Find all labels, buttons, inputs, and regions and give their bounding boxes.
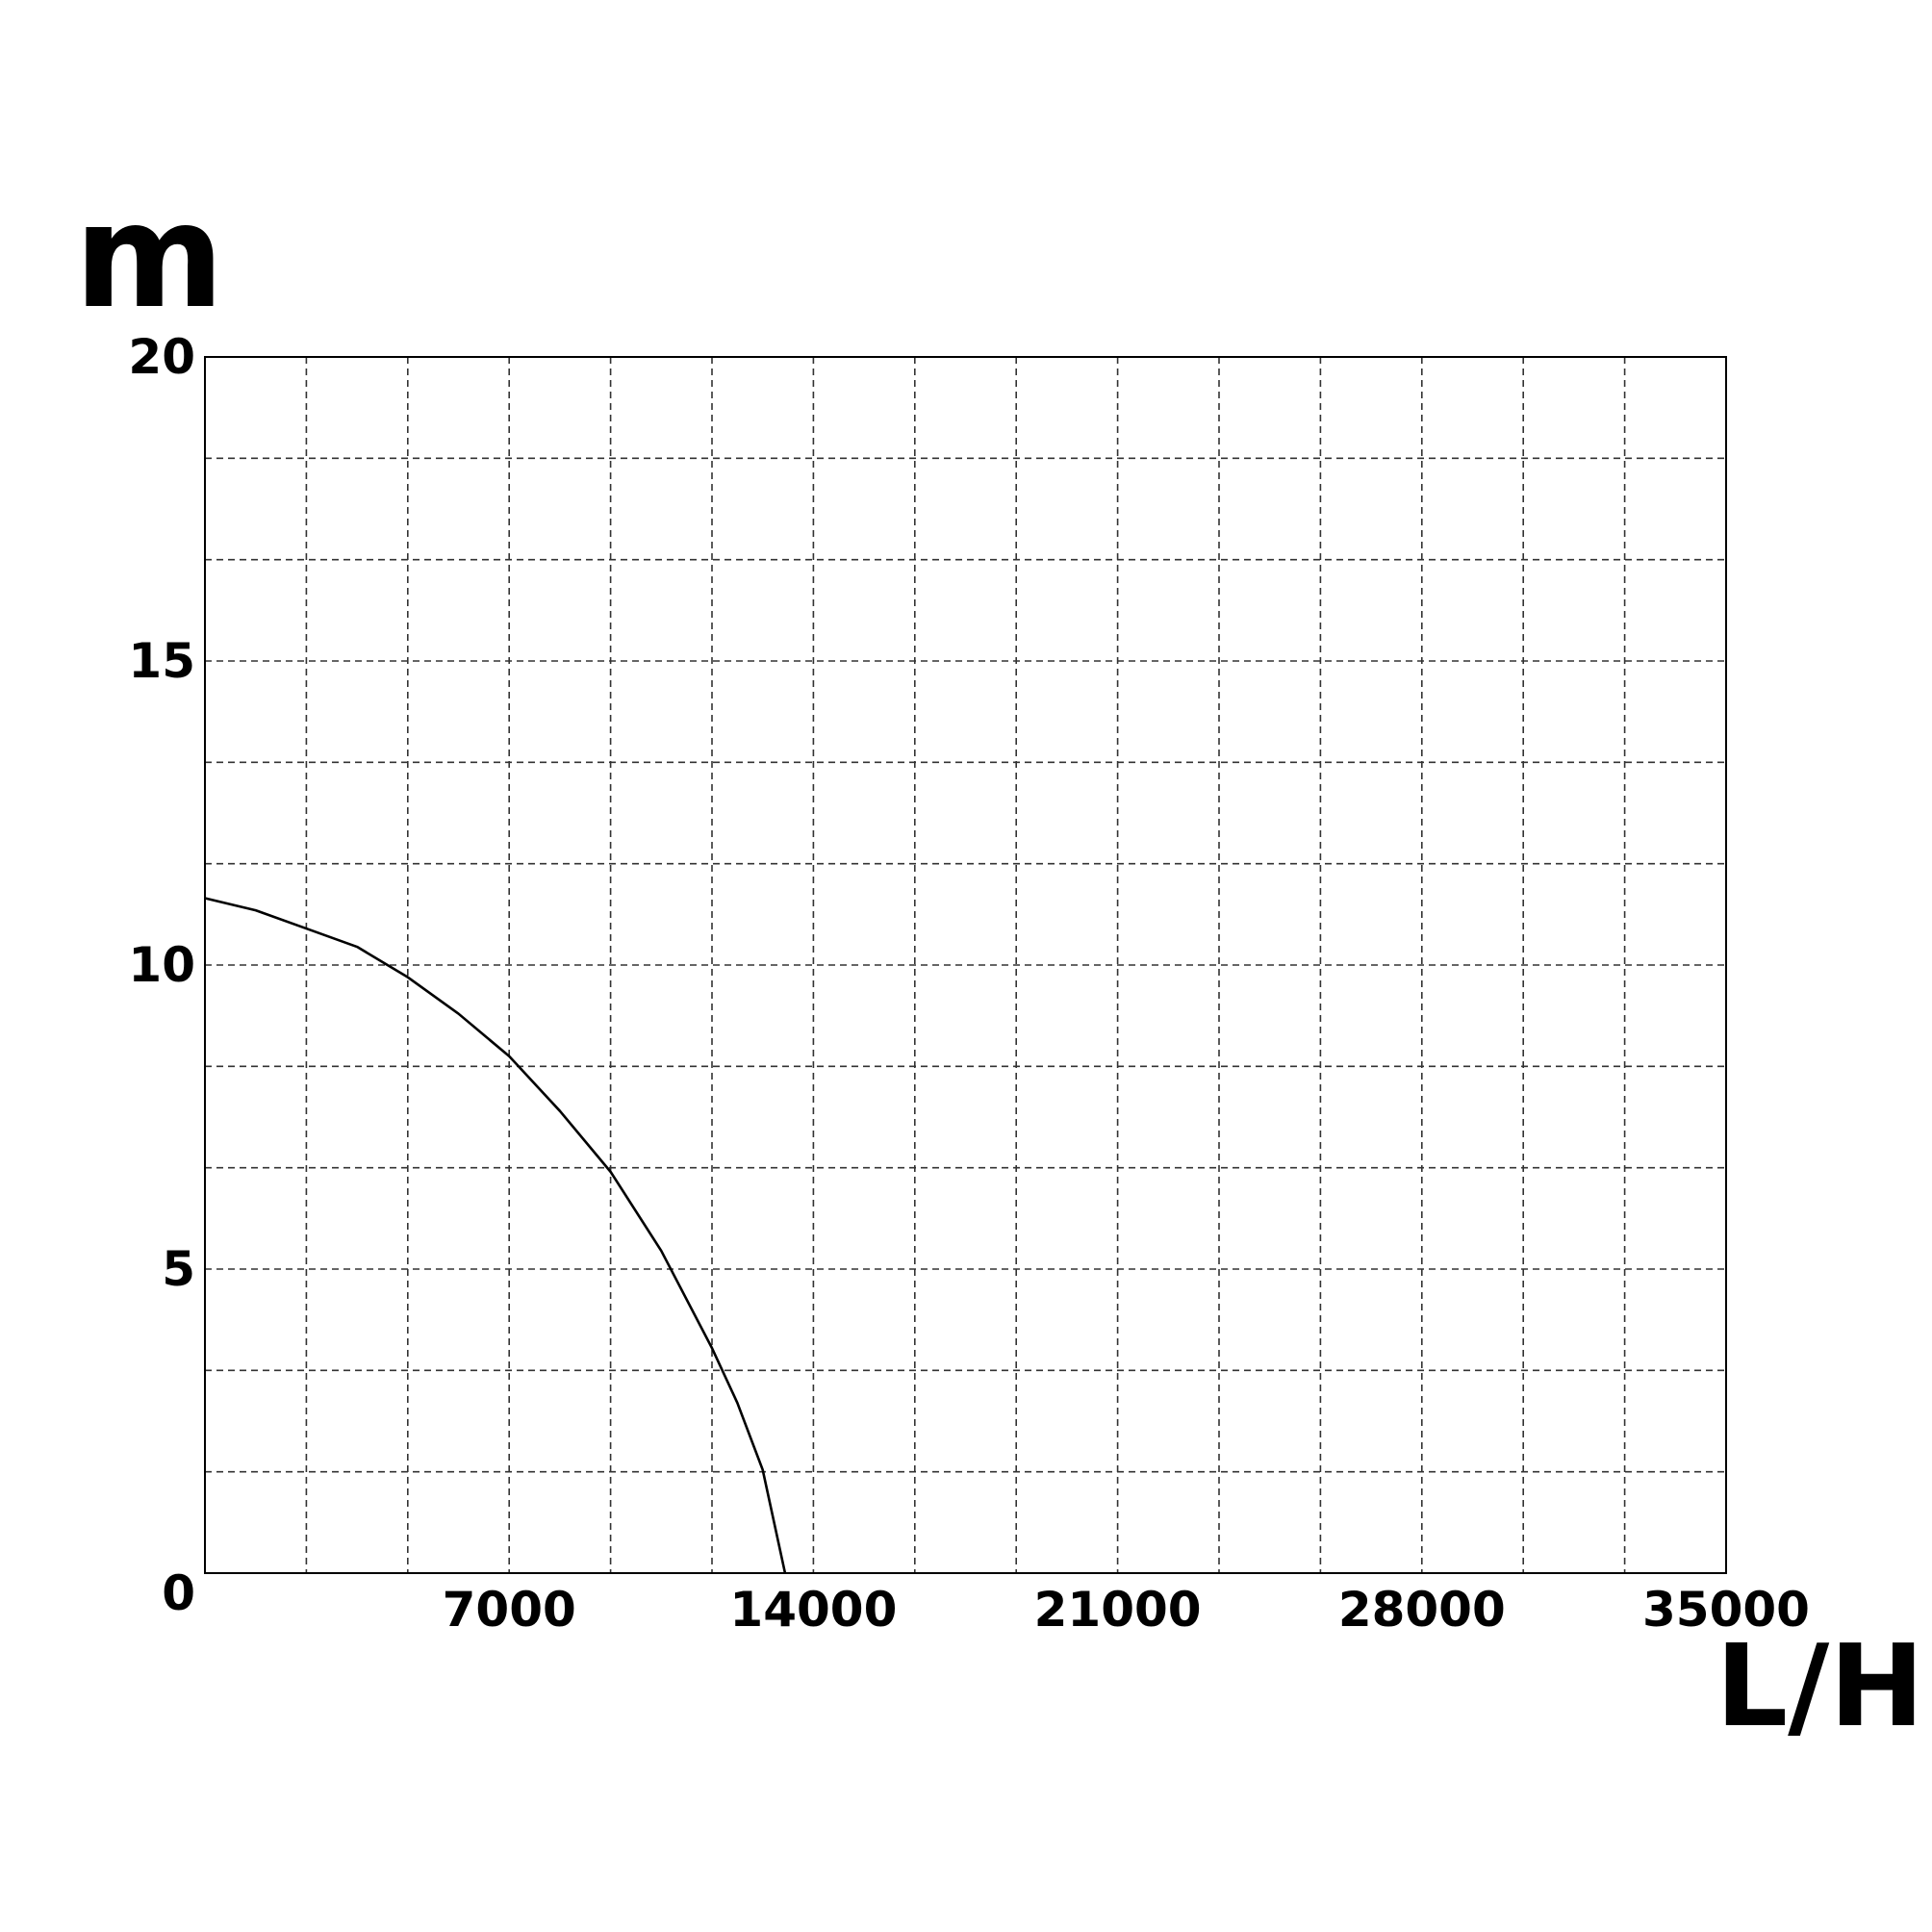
x-tick-label: 14000 [729, 1582, 897, 1638]
y-tick-label: 15 [128, 633, 195, 689]
x-axis-label: L/H [1716, 1619, 1924, 1752]
y-tick-label: 20 [128, 329, 195, 385]
curve [204, 897, 787, 1574]
x-tick-label: 35000 [1642, 1582, 1810, 1638]
x-tick-label: 21000 [1034, 1582, 1202, 1638]
y-tick-label: 5 [162, 1241, 195, 1297]
plot-frame [204, 356, 1727, 1574]
x-tick-label: 7000 [443, 1582, 576, 1638]
y-tick-label: 10 [128, 937, 195, 993]
x-tick-label: 28000 [1338, 1582, 1506, 1638]
y-axis-label: m [74, 173, 224, 341]
y-tick-label: 0 [162, 1565, 195, 1621]
